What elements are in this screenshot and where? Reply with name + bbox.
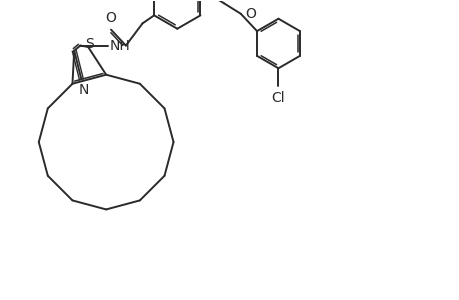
Text: O: O — [105, 11, 116, 25]
Text: Cl: Cl — [271, 91, 285, 105]
Text: O: O — [244, 7, 255, 21]
Text: NH: NH — [110, 39, 130, 52]
Text: N: N — [78, 83, 89, 97]
Text: S: S — [84, 37, 93, 51]
